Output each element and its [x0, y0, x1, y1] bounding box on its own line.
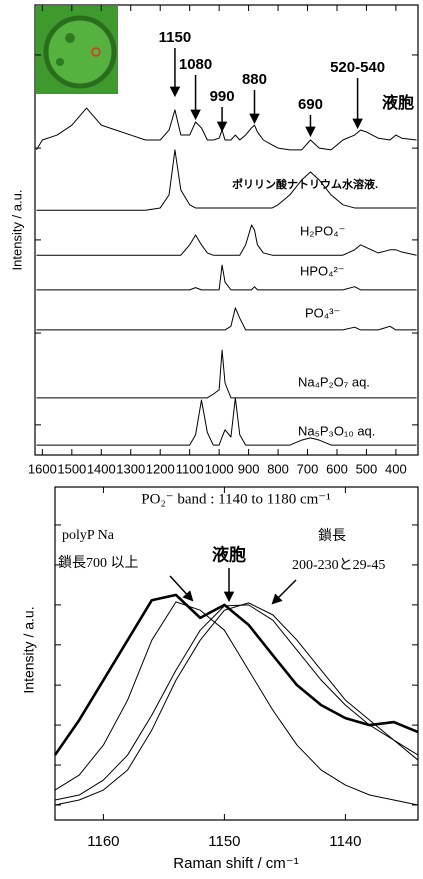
plot-frame — [54, 486, 419, 821]
x-tick-label: 600 — [326, 461, 348, 476]
spectrum-line — [36, 149, 417, 211]
x-tick-label: 1000 — [205, 461, 234, 476]
spectrum-line — [36, 264, 417, 291]
x-tick-label: 1150 — [208, 833, 240, 850]
y-axis-label: Intensity / a.u. — [9, 190, 24, 271]
spectrum-line — [54, 601, 419, 806]
x-tick-label: 1400 — [87, 461, 116, 476]
annotation: 200-230と29-45 — [292, 558, 385, 573]
x-tick-label: 1100 — [176, 461, 204, 476]
peak-label: 690 — [298, 96, 323, 113]
x-axis-label: Raman shift / cm⁻¹ — [173, 855, 298, 872]
x-tick-label: 1140 — [329, 833, 361, 850]
chart-title: PO₂⁻ band : 1140 to 1180 cm⁻¹ — [141, 491, 330, 507]
annotation: 鎖長700 以上 — [58, 555, 139, 571]
spectrum-line — [54, 602, 419, 806]
series-label: H₂PO₄⁻ — [300, 223, 345, 238]
x-tick-label: 1200 — [146, 461, 175, 476]
arrow — [271, 579, 297, 605]
y-axis-label: Intensity / a.u. — [21, 606, 37, 693]
peak-label: 1150 — [159, 29, 192, 46]
arrow — [169, 575, 194, 602]
series-label: HPO₄²⁻ — [300, 263, 345, 278]
x-tick-label: 1600 — [28, 461, 57, 476]
peak-label: 1080 — [179, 56, 212, 73]
spectrum-line — [36, 224, 417, 256]
series-label: Na₅P₃O₁₀ aq. — [298, 423, 375, 438]
plot-frame — [34, 4, 419, 456]
x-tick-label: 1160 — [87, 833, 119, 850]
spectrum-line — [36, 397, 417, 446]
inset-image — [36, 6, 118, 94]
peak-label: 880 — [242, 71, 267, 88]
annotation: 鎖長 — [318, 528, 346, 544]
series-label: ポリリン酸ナトリウム水溶液. — [232, 177, 378, 191]
x-tick-label: 900 — [238, 461, 260, 476]
annotation: 液胞 — [212, 544, 246, 564]
series-label: PO₄³⁻ — [305, 305, 340, 320]
series-label: Na₄P₂O₇ aq. — [298, 374, 370, 389]
series-label: 液胞 — [382, 93, 414, 112]
x-tick-label: 700 — [297, 461, 319, 476]
x-tick-label: 1500 — [57, 461, 86, 476]
peak-label: 990 — [210, 88, 235, 105]
peak-label: 520-540 — [330, 59, 385, 76]
spectrum-line — [36, 107, 417, 151]
x-tick-label: 500 — [356, 461, 378, 476]
annotation: polyP Na — [62, 528, 115, 543]
spectrum-line — [54, 604, 419, 801]
spectrum-line — [36, 307, 417, 331]
x-tick-label: 800 — [267, 461, 289, 476]
x-tick-label: 400 — [385, 461, 407, 476]
spectrum-line — [53, 593, 419, 756]
x-tick-label: 1300 — [116, 461, 145, 476]
